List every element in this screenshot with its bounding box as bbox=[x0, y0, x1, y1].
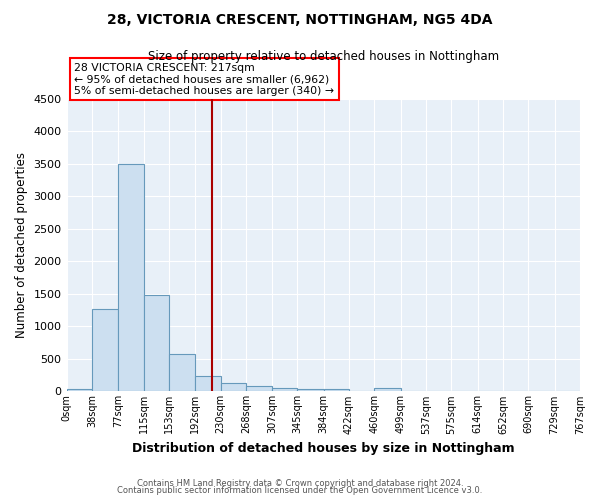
Bar bbox=[169, 354, 195, 392]
Bar bbox=[221, 383, 246, 392]
Bar bbox=[92, 309, 118, 392]
Bar bbox=[323, 389, 349, 392]
Bar bbox=[195, 376, 221, 392]
Bar bbox=[67, 390, 92, 392]
Title: Size of property relative to detached houses in Nottingham: Size of property relative to detached ho… bbox=[148, 50, 499, 63]
Text: 28, VICTORIA CRESCENT, NOTTINGHAM, NG5 4DA: 28, VICTORIA CRESCENT, NOTTINGHAM, NG5 4… bbox=[107, 12, 493, 26]
Bar bbox=[246, 386, 272, 392]
Text: Contains HM Land Registry data © Crown copyright and database right 2024.: Contains HM Land Registry data © Crown c… bbox=[137, 478, 463, 488]
Text: 28 VICTORIA CRESCENT: 217sqm
← 95% of detached houses are smaller (6,962)
5% of : 28 VICTORIA CRESCENT: 217sqm ← 95% of de… bbox=[74, 63, 334, 96]
Bar bbox=[143, 295, 169, 392]
X-axis label: Distribution of detached houses by size in Nottingham: Distribution of detached houses by size … bbox=[132, 442, 515, 455]
Bar bbox=[118, 164, 143, 392]
Bar bbox=[272, 388, 298, 392]
Y-axis label: Number of detached properties: Number of detached properties bbox=[15, 152, 28, 338]
Text: Contains public sector information licensed under the Open Government Licence v3: Contains public sector information licen… bbox=[118, 486, 482, 495]
Bar bbox=[298, 390, 323, 392]
Bar bbox=[374, 388, 401, 392]
